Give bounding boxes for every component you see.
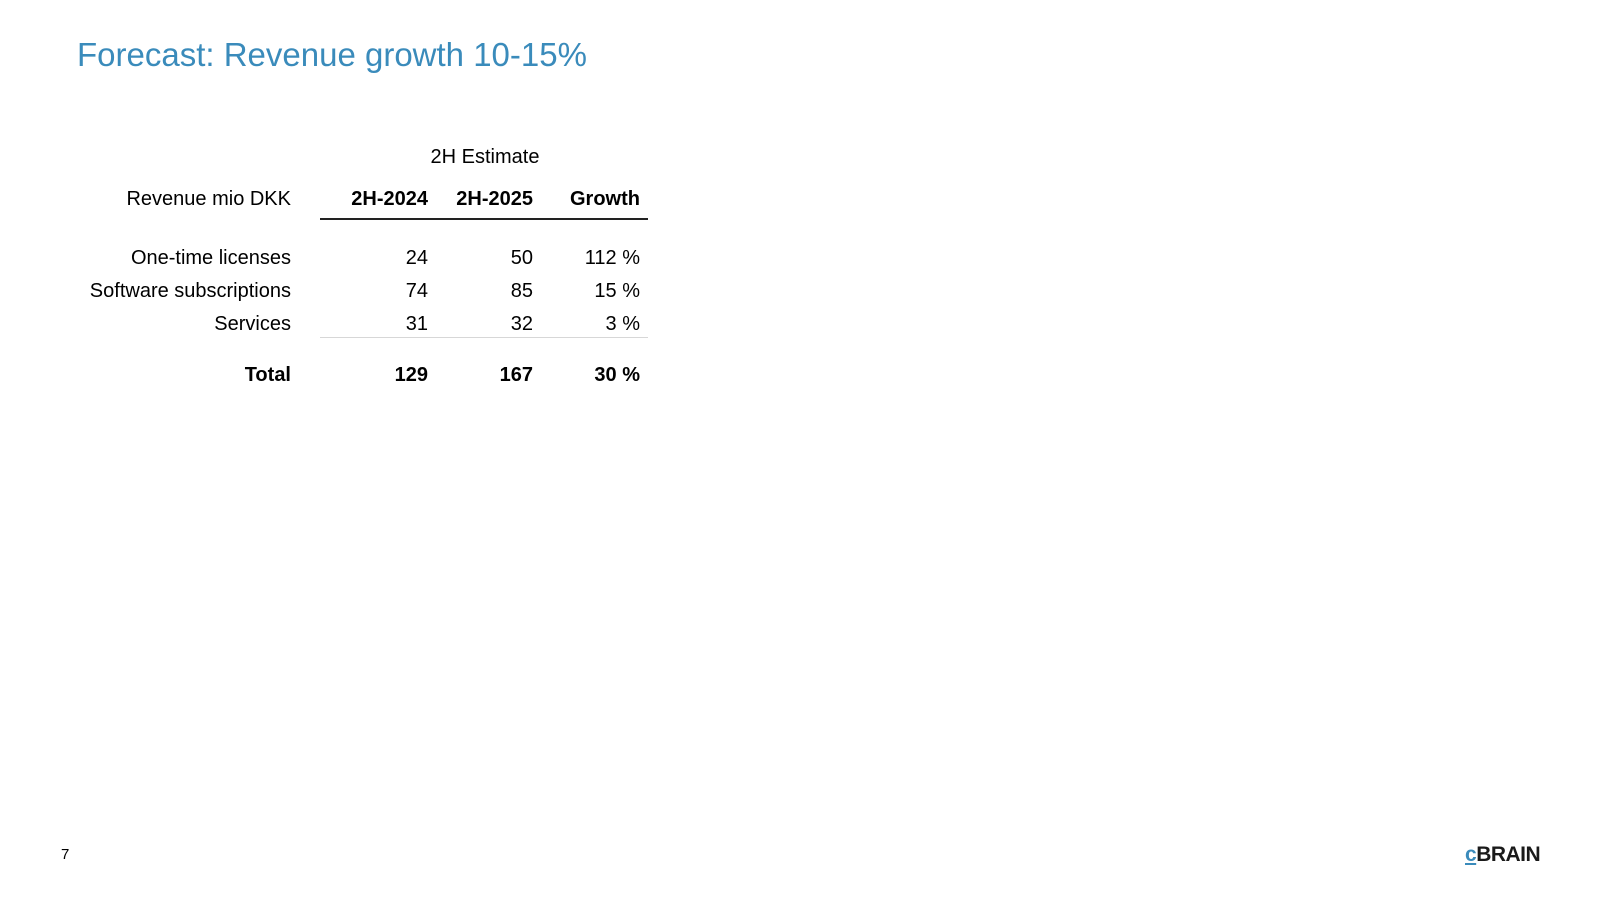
table-row-label: Software subscriptions — [89, 280, 291, 302]
table-header-2h-2024: 2H-2024 — [351, 188, 428, 210]
table-header-label: Revenue mio DKK — [126, 188, 291, 210]
table-total-cell: 167 — [499, 364, 533, 386]
table-cell: 85 — [510, 280, 533, 302]
table-total-label: Total — [244, 364, 291, 386]
cbrain-logo: cBRAIN — [1465, 843, 1541, 867]
table-cell: 74 — [405, 280, 428, 302]
table-cell: 112 % — [584, 247, 640, 269]
slide-title: Forecast: Revenue growth 10-15% — [77, 36, 587, 73]
table-total-cell: 129 — [394, 364, 428, 386]
table-cell: 3 % — [605, 313, 640, 335]
logo-mark-c: c — [1465, 843, 1477, 866]
table-cell: 50 — [510, 247, 533, 269]
estimate-super-header: 2H Estimate — [430, 146, 540, 168]
table-cell: 15 % — [594, 280, 640, 302]
table-row-label: Services — [214, 313, 291, 335]
page-number: 7 — [61, 846, 70, 863]
table-total-cell: 30 % — [594, 364, 640, 386]
header-divider — [320, 218, 648, 220]
table-cell: 24 — [405, 247, 428, 269]
table-cell: 32 — [510, 313, 533, 335]
table-row-label: One-time licenses — [130, 247, 291, 269]
table-header-growth: Growth — [570, 188, 640, 210]
table-header-2h-2025: 2H-2025 — [456, 188, 533, 210]
total-divider — [320, 337, 648, 338]
table-cell: 31 — [405, 313, 428, 335]
logo-wordmark: BRAIN — [1476, 843, 1541, 866]
